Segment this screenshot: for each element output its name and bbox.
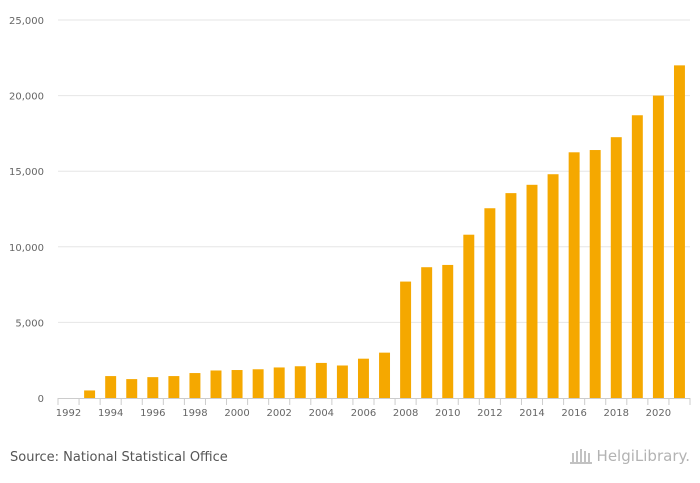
bar — [357, 358, 369, 398]
source-note: Source: National Statistical Office — [10, 450, 228, 465]
bar — [252, 369, 264, 398]
bar — [673, 65, 685, 399]
x-tick-label: 2012 — [477, 408, 502, 419]
y-tick-label: 5,000 — [15, 318, 44, 329]
library-building-icon — [569, 449, 592, 464]
bar — [526, 184, 538, 398]
bar — [589, 150, 601, 398]
x-axis — [57, 398, 691, 405]
x-tick-label: 1996 — [140, 408, 165, 419]
bar — [484, 208, 496, 398]
x-tick-label: 2004 — [309, 408, 334, 419]
bar — [442, 264, 454, 398]
bar — [421, 267, 433, 398]
y-tick-label: 15,000 — [9, 167, 44, 178]
bar — [379, 352, 391, 398]
y-tick-label: 20,000 — [9, 92, 44, 103]
x-tick-label: 2014 — [519, 408, 544, 419]
y-tick-label: 10,000 — [9, 243, 44, 254]
bar — [652, 95, 664, 398]
x-tick-label: 1994 — [98, 408, 123, 419]
x-tick-label: 2020 — [646, 408, 671, 419]
y-tick-label: 0 — [38, 394, 44, 405]
gridlines — [58, 19, 690, 323]
x-tick-label: 2018 — [604, 408, 629, 419]
bar — [273, 367, 285, 398]
y-axis-labels: 0 5,000 10,000 15,000 20,000 25,000 — [9, 16, 44, 405]
bar — [84, 390, 96, 398]
x-tick-label: 2008 — [393, 408, 418, 419]
x-tick-label: 1992 — [56, 408, 81, 419]
x-tick-label: 2006 — [351, 408, 376, 419]
bar — [568, 152, 580, 398]
brand-name: HelgiLibrary. — [596, 447, 690, 465]
brand-logo: HelgiLibrary. — [569, 447, 690, 465]
bar — [400, 281, 412, 398]
bar — [210, 370, 222, 398]
bar — [547, 174, 559, 398]
y-tick-label: 25,000 — [9, 16, 44, 27]
x-axis-labels: 1992 1994 1996 1998 2000 2002 2004 2006 2008 2010… — [56, 408, 671, 419]
bar — [610, 137, 622, 398]
bar — [231, 370, 243, 398]
x-tick-label: 2010 — [435, 408, 460, 419]
bar — [126, 379, 138, 398]
x-tick-label: 1998 — [182, 408, 207, 419]
bar — [147, 377, 159, 398]
bar — [336, 365, 348, 398]
bar — [463, 234, 475, 398]
bar — [315, 362, 327, 398]
x-tick-label: 2002 — [266, 408, 291, 419]
bar — [189, 373, 201, 398]
bar — [168, 376, 180, 398]
x-tick-label: 2016 — [561, 408, 586, 419]
bar — [105, 376, 117, 398]
bar — [505, 193, 517, 398]
x-tick-label: 2000 — [224, 408, 249, 419]
bars — [84, 65, 685, 399]
bar — [294, 366, 306, 398]
bar — [631, 115, 643, 399]
